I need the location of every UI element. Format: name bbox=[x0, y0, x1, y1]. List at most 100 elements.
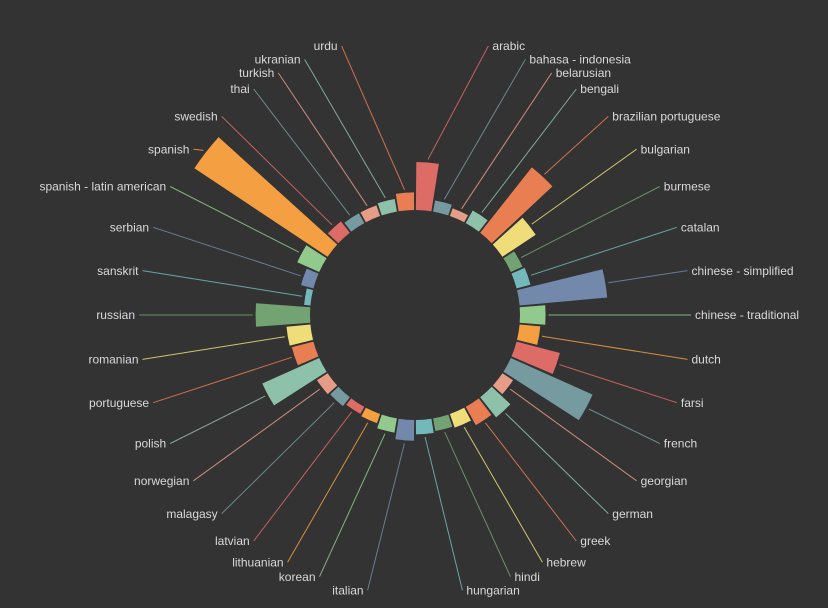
chart-label-russian: russian bbox=[96, 308, 135, 322]
bar-thai[interactable] bbox=[344, 213, 365, 232]
chart-label-greek: greek bbox=[580, 534, 611, 548]
chart-label-swedish: swedish bbox=[174, 110, 217, 124]
leader-line-norwegian bbox=[193, 388, 320, 482]
bar-malagasy[interactable] bbox=[330, 386, 350, 407]
bar-polish[interactable] bbox=[262, 358, 327, 406]
chart-label-spanish-latin-american: spanish - latin american bbox=[39, 180, 166, 194]
bar-belarusian[interactable] bbox=[449, 208, 468, 223]
leader-line-farsi bbox=[559, 364, 678, 404]
leader-line-bahasa-indonesia bbox=[443, 59, 526, 200]
chart-label-brazilian-portuguese: brazilian portuguese bbox=[612, 110, 720, 124]
chart-label-arabic: arabic bbox=[492, 39, 525, 53]
bar-ukranian[interactable] bbox=[377, 199, 397, 216]
leader-line-serbian bbox=[152, 226, 301, 277]
chart-label-belarusian: belarusian bbox=[556, 66, 611, 80]
bar-hebrew[interactable] bbox=[449, 407, 471, 428]
bar-urdu[interactable] bbox=[395, 192, 415, 212]
leader-line-portuguese bbox=[152, 356, 292, 404]
leader-line-belarusian bbox=[461, 72, 553, 210]
chart-label-latvian: latvian bbox=[215, 534, 250, 548]
bar-bulgarian[interactable] bbox=[492, 217, 536, 257]
leader-line-bulgarian bbox=[531, 148, 637, 225]
chart-label-chinese-simplified: chinese - simplified bbox=[692, 264, 794, 278]
leader-line-french bbox=[588, 408, 661, 444]
bar-italian[interactable] bbox=[395, 418, 415, 441]
bar-portuguese[interactable] bbox=[291, 341, 319, 366]
leader-line-sanskrit bbox=[142, 270, 303, 297]
bar-lithuanian[interactable] bbox=[361, 407, 381, 424]
leader-line-spanish bbox=[193, 148, 204, 151]
bar-bahasa-indonesia[interactable] bbox=[433, 200, 452, 216]
bar-hungarian[interactable] bbox=[415, 418, 434, 435]
bar-arabic[interactable] bbox=[415, 162, 439, 212]
bar-romanian[interactable] bbox=[286, 324, 314, 346]
bar-spanish[interactable] bbox=[194, 137, 338, 257]
leader-line-hindi bbox=[444, 431, 511, 577]
bar-burmese[interactable] bbox=[503, 251, 523, 272]
leader-line-turkish bbox=[277, 72, 368, 207]
leader-line-romanian bbox=[142, 336, 285, 360]
bar-farsi[interactable] bbox=[511, 341, 560, 374]
chart-label-bengali: bengali bbox=[580, 82, 619, 96]
chart-label-thai: thai bbox=[230, 82, 249, 96]
chart-label-urdu: urdu bbox=[314, 39, 338, 53]
bar-sanskrit[interactable] bbox=[304, 288, 313, 306]
leader-line-chinese-simplified bbox=[608, 270, 688, 284]
leader-line-spanish-latin-american bbox=[169, 186, 300, 253]
bar-dutch[interactable] bbox=[517, 324, 541, 345]
bar-french[interactable] bbox=[503, 358, 593, 421]
bar-greek[interactable] bbox=[465, 398, 492, 426]
chart-label-farsi: farsi bbox=[681, 396, 704, 410]
bar-hindi[interactable] bbox=[433, 414, 453, 431]
chart-label-chinese-traditional: chinese - traditional bbox=[695, 308, 799, 322]
bar-korean[interactable] bbox=[377, 414, 397, 433]
chart-label-hungarian: hungarian bbox=[466, 583, 519, 597]
leader-line-ukranian bbox=[304, 59, 386, 199]
leader-line-german bbox=[505, 412, 609, 514]
bar-georgian[interactable] bbox=[492, 373, 514, 395]
chart-label-georgian: georgian bbox=[641, 474, 688, 488]
bar-latvian[interactable] bbox=[346, 398, 365, 414]
leader-line-catalan bbox=[530, 226, 678, 276]
leader-line-latvian bbox=[253, 411, 352, 542]
chart-label-french: french bbox=[664, 437, 697, 451]
bar-brazilian-portuguese[interactable] bbox=[480, 167, 553, 244]
chart-label-dutch: dutch bbox=[692, 353, 721, 367]
leader-line-hungarian bbox=[424, 436, 463, 591]
chart-label-turkish: turkish bbox=[239, 66, 274, 80]
chart-label-serbian: serbian bbox=[110, 221, 149, 235]
bar-chinese-traditional[interactable] bbox=[519, 305, 546, 325]
chart-label-hebrew: hebrew bbox=[546, 556, 586, 570]
leader-line-georgian bbox=[510, 388, 637, 482]
chart-label-malagasy: malagasy bbox=[166, 507, 217, 521]
chart-label-polish: polish bbox=[135, 437, 166, 451]
leader-line-burmese bbox=[520, 186, 661, 258]
leader-line-arabic bbox=[427, 45, 489, 160]
bar-bengali[interactable] bbox=[465, 210, 488, 232]
bar-german[interactable] bbox=[480, 386, 511, 418]
leader-line-korean bbox=[319, 433, 386, 577]
leader-line-lithuanian bbox=[287, 422, 369, 563]
bar-russian[interactable] bbox=[255, 303, 311, 327]
bar-serbian[interactable] bbox=[301, 268, 319, 289]
chart-label-burmese: burmese bbox=[664, 180, 711, 194]
bar-catalan[interactable] bbox=[511, 267, 531, 289]
chart-label-italian: italian bbox=[332, 583, 363, 597]
bar-chinese-simplified[interactable] bbox=[517, 269, 608, 306]
chart-label-spanish: spanish bbox=[148, 142, 189, 156]
bar-spanish-latin-american[interactable] bbox=[297, 245, 327, 272]
chart-label-german: german bbox=[612, 507, 653, 521]
chart-label-norwegian: norwegian bbox=[134, 474, 189, 488]
chart-label-korean: korean bbox=[279, 570, 316, 584]
bar-norwegian[interactable] bbox=[316, 373, 338, 395]
chart-label-hindi: hindi bbox=[515, 570, 540, 584]
chart-label-ukranian: ukranian bbox=[255, 53, 301, 67]
leader-line-urdu bbox=[341, 45, 406, 191]
bar-turkish[interactable] bbox=[360, 205, 381, 223]
chart-label-sanskrit: sanskrit bbox=[97, 264, 139, 278]
leader-line-hebrew bbox=[463, 426, 543, 563]
leader-line-dutch bbox=[541, 335, 688, 360]
bar-swedish[interactable] bbox=[327, 221, 350, 244]
